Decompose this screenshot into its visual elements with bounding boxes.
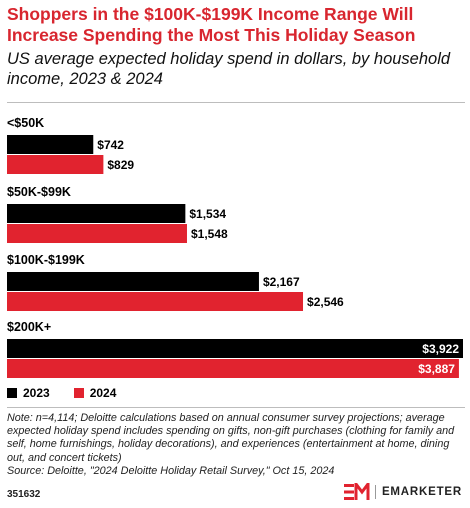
source-text: Source: Deloitte, "2024 Deloitte Holiday… bbox=[7, 464, 335, 477]
chart-title: Shoppers in the $100K-$199K Income Range… bbox=[7, 4, 416, 45]
bar-2024 bbox=[7, 359, 459, 378]
category-label: $200K+ bbox=[7, 320, 51, 334]
legend: 2023 2024 bbox=[7, 386, 140, 400]
legend-label-2024: 2024 bbox=[89, 386, 117, 400]
legend-swatch-2023 bbox=[7, 388, 17, 398]
bar-2024 bbox=[7, 292, 304, 311]
data-label-2023: $742 bbox=[97, 138, 124, 152]
note-text: Note: n=4,114; Deloitte calculations bas… bbox=[7, 412, 455, 464]
data-label-2024: $2,546 bbox=[307, 295, 344, 309]
footnote: Note: n=4,114; Deloitte calculations bas… bbox=[7, 412, 465, 478]
chart-subtitle: US average expected holiday spend in dol… bbox=[7, 50, 451, 88]
data-label-2024: $829 bbox=[107, 158, 134, 172]
brand-name: EMARKETER bbox=[381, 486, 462, 498]
brand-divider bbox=[374, 485, 376, 499]
top-divider bbox=[7, 102, 465, 103]
bar-2023 bbox=[7, 204, 186, 223]
legend-swatch-2024 bbox=[73, 388, 84, 398]
category-label: $100K-$199K bbox=[7, 253, 85, 267]
bottom-divider bbox=[7, 407, 465, 408]
data-label-2023: $1,534 bbox=[189, 207, 226, 221]
chart-id: 351632 bbox=[7, 489, 41, 500]
em-logo-icon bbox=[343, 483, 370, 500]
bar-2024 bbox=[7, 155, 104, 174]
data-label-2023: $2,167 bbox=[263, 275, 300, 289]
bar-2024 bbox=[7, 224, 187, 243]
bar-chart: <$50K $742 $829 $50K-$99K $1,534 $1,548 $100K-… bbox=[7, 116, 463, 378]
bar-2023 bbox=[7, 339, 463, 358]
bar-2023 bbox=[7, 272, 259, 291]
legend-item-2023: 2023 bbox=[7, 386, 50, 400]
category-label: $50K-$99K bbox=[7, 185, 71, 199]
legend-item-2024: 2024 bbox=[73, 386, 117, 400]
data-label-2023: $3,922 bbox=[422, 342, 459, 356]
legend-label-2023: 2023 bbox=[23, 386, 50, 400]
data-label-2024: $1,548 bbox=[191, 227, 228, 241]
bar-2023 bbox=[7, 135, 94, 154]
data-label-2024: $3,887 bbox=[418, 362, 455, 376]
brand-logo: EMARKETER bbox=[343, 483, 462, 501]
category-label: <$50K bbox=[7, 116, 44, 130]
